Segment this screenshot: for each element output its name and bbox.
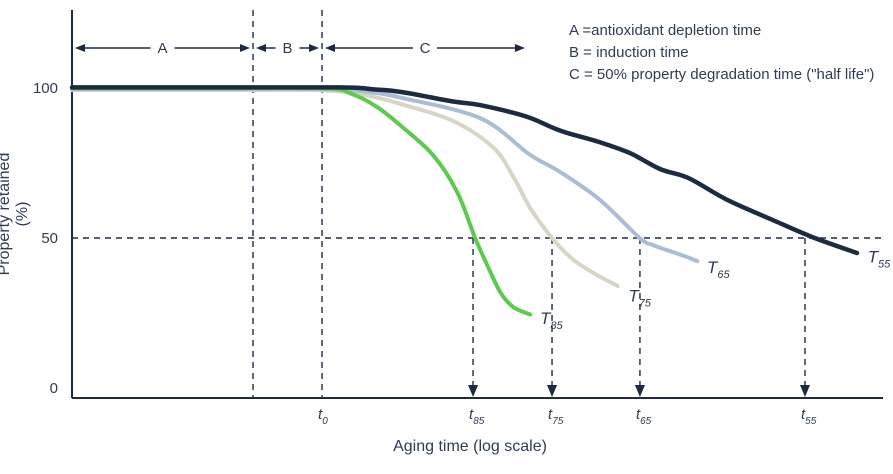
curve-label-T75: T75 [628,287,652,310]
legend-line-b: B = induction time [569,44,689,61]
x-tick-t75: t75 [548,406,564,427]
curve-T55 [69,85,860,256]
y-axis-title: Property retained (%) [0,152,31,276]
legend-line-a: A =antioxidant depletion time [569,22,762,39]
region-arrowhead-right-A [240,44,251,52]
region-label-B: B [283,40,293,57]
y-tick-0: 0 [50,380,58,397]
drop-arrowhead-t85 [468,385,479,397]
region-arrowhead-left-A [75,44,85,52]
x-tick-t55: t55 [801,406,817,427]
curve-label-T85: T85 [540,309,564,332]
x-tick-t85: t85 [469,406,485,427]
curve-label-T65: T65 [707,258,731,281]
x-axis-title: Aging time (log scale) [393,438,547,455]
drop-arrowhead-t65 [634,385,645,397]
region-arrowhead-right-B [309,44,320,52]
x-tick-t65: t65 [636,406,652,427]
y-tick-50: 50 [41,230,58,247]
region-arrowhead-left-B [256,44,267,52]
y-tick-100: 100 [33,80,58,97]
curve-label-T55: T55 [868,248,892,271]
curve-T85 [70,85,533,317]
legend-line-c: C = 50% property degradation time ("half… [569,66,875,83]
drop-arrowhead-t75 [547,385,558,397]
region-arrowhead-left-C [325,44,336,52]
region-label-A: A [157,40,167,57]
region-arrowhead-right-C [514,44,525,52]
drop-arrowhead-t55 [799,385,810,397]
x-tick-t0: t0 [318,406,328,427]
annotation-legend: A =antioxidant depletion time B = induct… [569,20,874,86]
region-label-C: C [420,40,431,57]
